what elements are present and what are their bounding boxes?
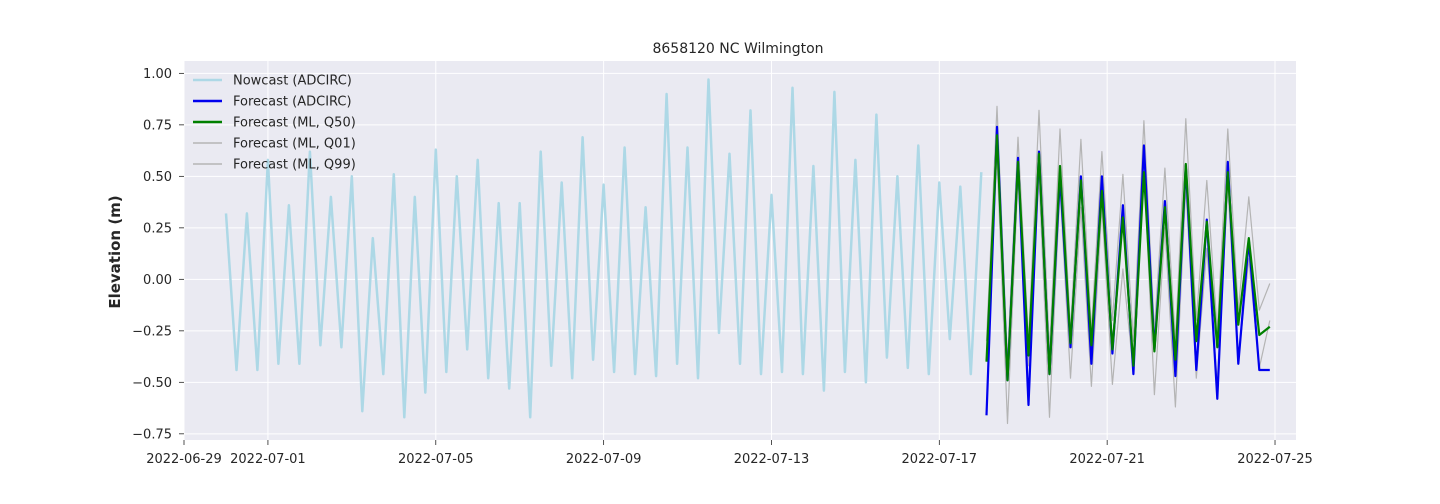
legend-item-forecast-ml-q50-label: Forecast (ML, Q50) xyxy=(233,116,356,131)
nowcast-adcirc-line xyxy=(224,78,983,419)
y-axis-ticks: −0.75 −0.50 −0.25 0.00 0.25 0.50 0.75 1.00 xyxy=(132,67,184,442)
plot-area xyxy=(184,61,1296,440)
x-tick-label: 2022-07-05 xyxy=(398,452,474,467)
y-tick-label: −0.25 xyxy=(132,324,172,339)
y-axis-label: Elevation (m) xyxy=(106,195,124,308)
legend-item-forecast-ml-q99-label: Forecast (ML, Q99) xyxy=(233,158,356,173)
y-tick-label: 0.75 xyxy=(143,118,172,133)
legend-item-nowcast-adcirc-label: Nowcast (ADCIRC) xyxy=(233,74,352,89)
x-axis-ticks: 2022-06-29 2022-07-01 2022-07-05 2022-07-09… xyxy=(146,440,1313,467)
x-tick-label: 2022-06-29 xyxy=(146,452,222,467)
x-tick-label: 2022-07-17 xyxy=(902,452,978,467)
x-tick-label: 2022-07-21 xyxy=(1069,452,1145,467)
x-tick-label: 2022-07-13 xyxy=(734,452,810,467)
y-tick-label: −0.75 xyxy=(132,427,172,442)
y-tick-label: 0.50 xyxy=(143,170,172,185)
series-layer xyxy=(224,78,1271,425)
y-tick-label: 0.25 xyxy=(143,221,172,236)
forecast-ml-q99-line xyxy=(985,105,1271,363)
forecast-ml-q50-line xyxy=(985,134,1271,382)
legend-item-forecast-ml-q01-label: Forecast (ML, Q01) xyxy=(233,137,356,152)
y-tick-label: 1.00 xyxy=(143,67,172,82)
x-tick-label: 2022-07-09 xyxy=(566,452,642,467)
legend: Nowcast (ADCIRC) Forecast (ADCIRC) Forecas… xyxy=(193,74,356,173)
legend-item-forecast-adcirc-label: Forecast (ADCIRC) xyxy=(233,95,352,110)
x-tick-label: 2022-07-25 xyxy=(1237,452,1313,467)
x-tick-label: 2022-07-01 xyxy=(230,452,306,467)
y-tick-label: −0.50 xyxy=(132,376,172,391)
y-tick-label: 0.00 xyxy=(143,273,172,288)
chart-title: 8658120 NC Wilmington xyxy=(652,41,823,57)
